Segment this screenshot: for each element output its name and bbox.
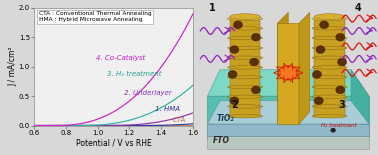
Ellipse shape bbox=[228, 105, 263, 108]
Text: CTA: CTA bbox=[173, 117, 186, 123]
Ellipse shape bbox=[228, 36, 263, 40]
Ellipse shape bbox=[228, 27, 263, 30]
Polygon shape bbox=[314, 67, 345, 77]
Polygon shape bbox=[314, 48, 345, 58]
Text: 1: 1 bbox=[209, 3, 216, 13]
Polygon shape bbox=[230, 67, 260, 77]
Polygon shape bbox=[314, 19, 345, 28]
Ellipse shape bbox=[228, 75, 263, 79]
Circle shape bbox=[316, 46, 325, 53]
Polygon shape bbox=[314, 97, 345, 106]
Text: 4: 4 bbox=[355, 3, 361, 13]
Ellipse shape bbox=[312, 36, 347, 40]
Circle shape bbox=[251, 86, 260, 94]
Circle shape bbox=[251, 33, 260, 41]
Ellipse shape bbox=[312, 75, 347, 79]
Text: 3. H₂ treatment: 3. H₂ treatment bbox=[107, 71, 161, 77]
Circle shape bbox=[234, 21, 242, 29]
Text: TiO₂: TiO₂ bbox=[216, 114, 234, 123]
Circle shape bbox=[338, 58, 347, 66]
X-axis label: Potential / V vs RHE: Potential / V vs RHE bbox=[76, 139, 151, 148]
Ellipse shape bbox=[312, 115, 347, 118]
Ellipse shape bbox=[228, 46, 263, 50]
Polygon shape bbox=[208, 70, 369, 96]
Text: H₂ treatment: H₂ treatment bbox=[321, 123, 356, 128]
Circle shape bbox=[336, 33, 345, 41]
Polygon shape bbox=[230, 77, 260, 87]
Polygon shape bbox=[208, 96, 369, 140]
Polygon shape bbox=[314, 38, 345, 48]
Polygon shape bbox=[230, 28, 260, 38]
Text: 3: 3 bbox=[339, 100, 345, 111]
Polygon shape bbox=[314, 106, 345, 116]
Text: CTA : Conventional Thermal Annealing
HMA : Hybrid Microwave Annealing: CTA : Conventional Thermal Annealing HMA… bbox=[39, 11, 152, 22]
Ellipse shape bbox=[278, 66, 298, 80]
Ellipse shape bbox=[312, 46, 347, 50]
Polygon shape bbox=[208, 136, 369, 149]
Polygon shape bbox=[314, 77, 345, 87]
Circle shape bbox=[314, 97, 323, 105]
Polygon shape bbox=[208, 124, 369, 136]
Polygon shape bbox=[230, 48, 260, 58]
Ellipse shape bbox=[228, 17, 263, 21]
Text: 4. Co-Catalyst: 4. Co-Catalyst bbox=[96, 55, 145, 61]
Ellipse shape bbox=[312, 17, 347, 21]
Polygon shape bbox=[277, 23, 299, 124]
Polygon shape bbox=[208, 101, 369, 124]
Circle shape bbox=[228, 71, 237, 78]
Circle shape bbox=[230, 97, 239, 105]
Ellipse shape bbox=[312, 105, 347, 108]
Ellipse shape bbox=[314, 14, 345, 20]
Circle shape bbox=[249, 58, 259, 66]
Ellipse shape bbox=[230, 14, 260, 20]
Circle shape bbox=[313, 71, 321, 78]
Y-axis label: J / mA/cm²: J / mA/cm² bbox=[8, 47, 17, 86]
Ellipse shape bbox=[228, 85, 263, 89]
Ellipse shape bbox=[312, 66, 347, 69]
Polygon shape bbox=[230, 19, 260, 28]
Text: 2: 2 bbox=[231, 100, 237, 111]
Polygon shape bbox=[314, 28, 345, 38]
Polygon shape bbox=[351, 70, 369, 140]
Ellipse shape bbox=[228, 115, 263, 118]
Circle shape bbox=[330, 128, 336, 133]
Polygon shape bbox=[230, 87, 260, 97]
Polygon shape bbox=[230, 58, 260, 67]
Polygon shape bbox=[230, 97, 260, 106]
Polygon shape bbox=[314, 58, 345, 67]
Polygon shape bbox=[314, 87, 345, 97]
Ellipse shape bbox=[312, 85, 347, 89]
Polygon shape bbox=[208, 113, 369, 136]
Ellipse shape bbox=[312, 95, 347, 98]
Text: 1. HMA: 1. HMA bbox=[155, 106, 180, 112]
Ellipse shape bbox=[312, 56, 347, 59]
Polygon shape bbox=[230, 38, 260, 48]
Circle shape bbox=[336, 86, 345, 94]
Polygon shape bbox=[299, 12, 310, 124]
Ellipse shape bbox=[228, 66, 263, 69]
Ellipse shape bbox=[228, 56, 263, 59]
Ellipse shape bbox=[312, 27, 347, 30]
Polygon shape bbox=[230, 106, 260, 116]
Circle shape bbox=[230, 46, 239, 53]
Circle shape bbox=[320, 21, 328, 29]
Text: FTO: FTO bbox=[213, 136, 230, 145]
Text: 2. Underlayer: 2. Underlayer bbox=[124, 90, 172, 96]
Ellipse shape bbox=[228, 95, 263, 98]
Polygon shape bbox=[277, 12, 288, 124]
